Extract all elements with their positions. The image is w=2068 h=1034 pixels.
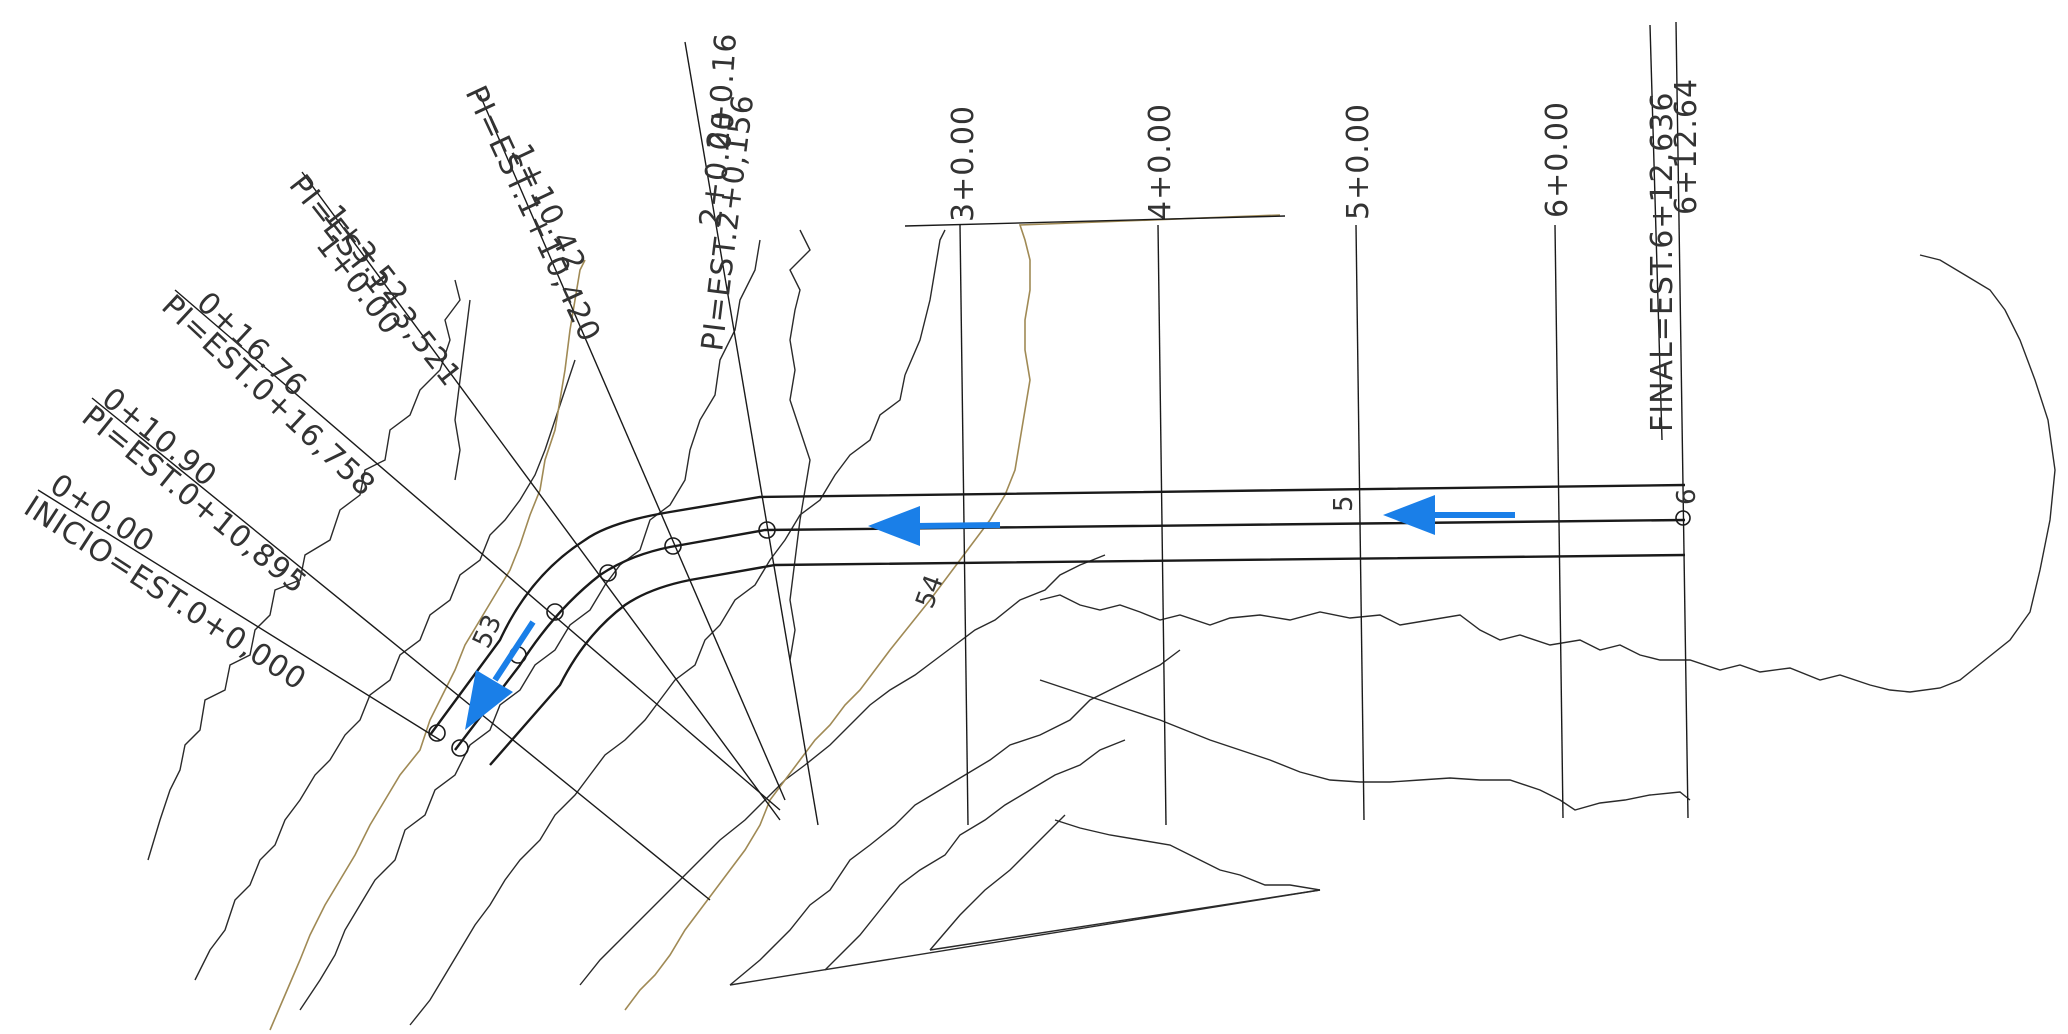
contour-label: 6	[1672, 488, 1702, 505]
contour-line	[579, 554, 1106, 986]
contour-line	[1054, 819, 1321, 891]
contour-label: 53	[467, 610, 508, 653]
pi-node	[1675, 510, 1691, 526]
section-line	[37, 489, 441, 741]
contour-labels: 53 54 5 6	[467, 488, 1702, 653]
direction-arrow-icon	[465, 620, 536, 730]
contour-label: 54	[910, 571, 950, 612]
contour-line-highlight	[269, 259, 586, 1031]
direction-arrow-icon	[1383, 495, 1515, 535]
contour-line	[789, 229, 811, 661]
direction-arrows	[465, 495, 1515, 730]
contour-line	[194, 359, 576, 981]
contour-line	[729, 649, 1181, 986]
section-line	[1675, 21, 1689, 819]
direction-arrow-icon	[868, 506, 1001, 546]
contour-line-highlight	[624, 214, 1281, 1011]
pi-node	[428, 724, 446, 742]
section-line	[174, 289, 781, 811]
station-label: 2+0.16	[701, 31, 744, 150]
pi-node	[451, 739, 469, 757]
pi-node	[664, 537, 682, 555]
station-label-final: FINAL=EST.6+12,636	[1645, 92, 1680, 432]
station-label: 6+0.00	[1540, 101, 1575, 218]
contour-line	[904, 229, 946, 376]
station-label-inicio: INICIO=EST.0+0,000	[18, 489, 313, 698]
cross-section-lines	[37, 21, 1689, 901]
station-label: 5+0.00	[1341, 103, 1376, 220]
contour-line	[409, 374, 906, 1026]
pi-node	[599, 564, 617, 582]
contour-label: 5	[1329, 495, 1359, 512]
pi-node	[758, 521, 776, 539]
section-line	[301, 171, 781, 821]
station-labels: INICIO=EST.0+0,000 0+0.00 PI=EST.0+10,89…	[18, 31, 1704, 698]
section-line	[479, 94, 786, 801]
road-alignment	[429, 483, 1686, 766]
station-label: 4+0.00	[1143, 103, 1178, 220]
section-line	[91, 397, 711, 901]
road-edge-right	[489, 553, 1686, 766]
contour-line	[454, 299, 471, 481]
station-label: 6+12.64	[1669, 78, 1704, 215]
alignment-nodes	[428, 510, 1691, 757]
contour-line	[147, 279, 461, 861]
section-line	[684, 41, 819, 826]
contour-line	[929, 814, 1066, 951]
station-label: 3+0.00	[946, 105, 981, 222]
pi-node	[546, 603, 564, 621]
section-line	[1649, 24, 1663, 441]
section-line	[904, 215, 1286, 227]
road-edge-left	[429, 483, 1686, 736]
contour-line	[929, 889, 1321, 951]
contour-line	[824, 739, 1126, 971]
terrain-contours	[147, 214, 2056, 1031]
contour-line	[299, 239, 761, 1011]
contour-line	[1039, 254, 2056, 693]
road-centerline	[454, 518, 1686, 751]
contour-line	[1039, 679, 1691, 811]
